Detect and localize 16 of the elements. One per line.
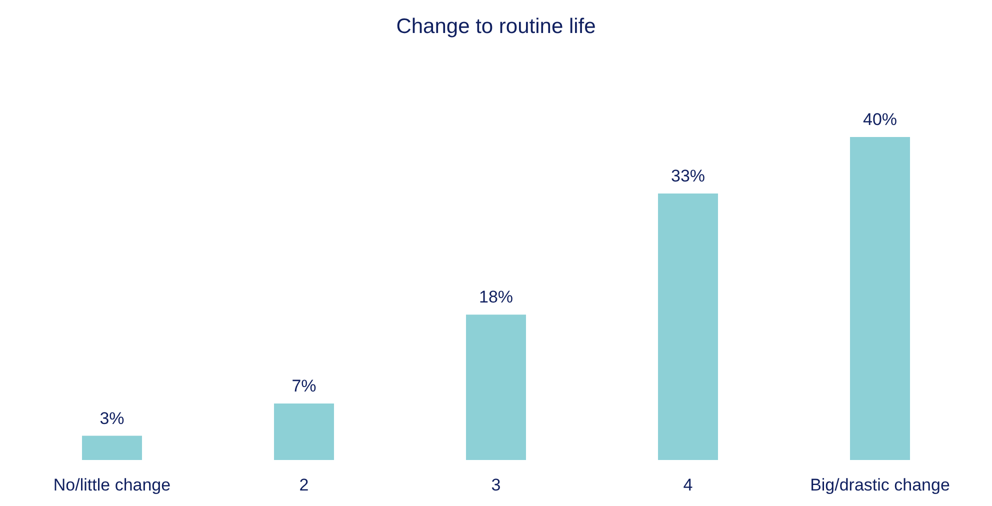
- x-tick-label: 3: [491, 476, 501, 494]
- bar: [466, 314, 526, 460]
- x-tick-label: 2: [299, 476, 309, 494]
- data-label: 7%: [292, 376, 316, 396]
- data-label: 18%: [478, 288, 514, 307]
- bar: [82, 436, 142, 460]
- data-label: 3%: [100, 408, 124, 428]
- x-tick-label: 4: [683, 476, 693, 494]
- x-tick-label: No/little change: [53, 476, 171, 494]
- chart-title: Change to routine life: [396, 15, 596, 38]
- data-label: 33%: [670, 166, 706, 186]
- data-label: 40%: [862, 110, 898, 129]
- bar: [658, 194, 718, 460]
- x-tick-label: Big/drastic change: [810, 476, 950, 494]
- bar: [274, 403, 334, 460]
- bar: [850, 137, 910, 460]
